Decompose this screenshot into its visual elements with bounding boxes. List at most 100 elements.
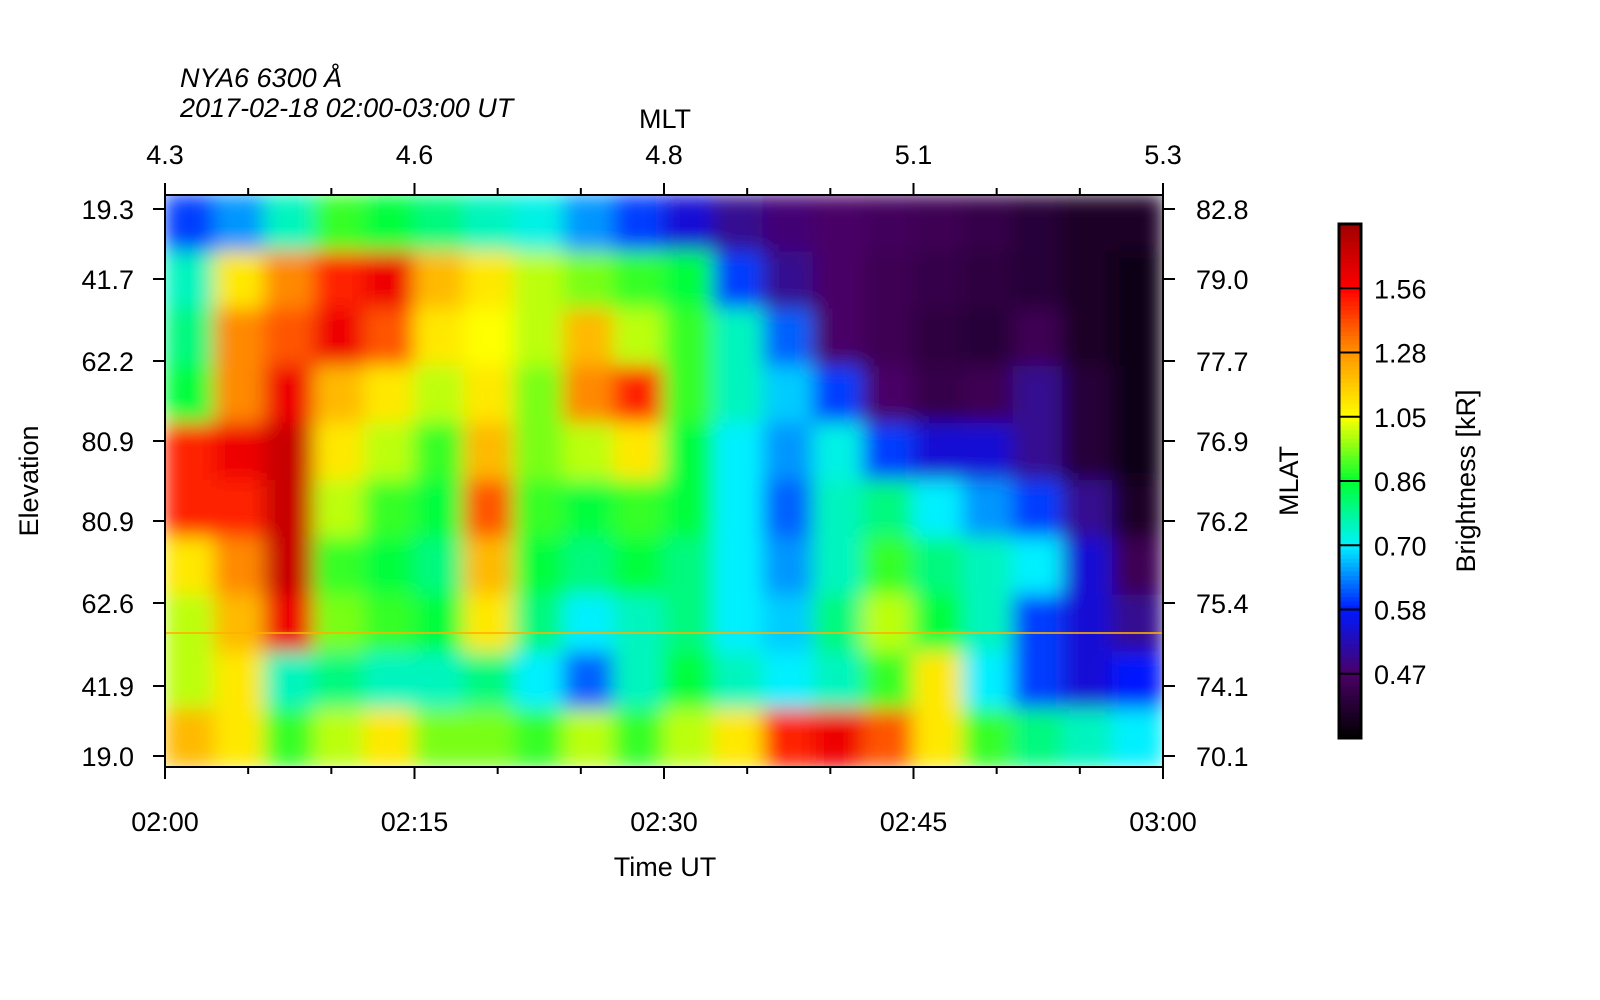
heatmap-cell <box>1062 195 1115 254</box>
heatmap-cell <box>165 251 216 311</box>
colorbar <box>1337 222 1363 740</box>
heatmap-cell <box>962 708 1015 767</box>
heatmap-cell <box>165 594 216 654</box>
heatmap-cell <box>613 708 665 767</box>
heatmap-cell <box>1062 651 1115 711</box>
heatmap-cell <box>513 422 566 482</box>
heatmap-cell <box>962 365 1015 425</box>
heatmap-cell <box>413 251 466 311</box>
heatmap-cell <box>1112 480 1163 540</box>
heatmap-cell <box>263 422 316 482</box>
heatmap-cell <box>912 195 965 254</box>
colorbar-swatch <box>1339 459 1361 465</box>
heatmap-cell <box>313 422 366 482</box>
colorbar-swatch <box>1339 331 1361 336</box>
heatmap-cell <box>263 308 316 368</box>
x-tick-label: 02:45 <box>880 807 948 837</box>
heatmap-cell <box>1012 708 1065 767</box>
colorbar-swatch <box>1339 288 1361 294</box>
colorbar-swatch <box>1339 335 1361 341</box>
colorbar-swatch <box>1339 626 1361 632</box>
heatmap-cell <box>1062 594 1115 654</box>
colorbar-swatch <box>1339 425 1361 431</box>
colorbar-swatch <box>1339 378 1361 384</box>
colorbar-swatch <box>1339 472 1361 478</box>
colorbar-tick-label: 0.86 <box>1374 467 1427 497</box>
colorbar-swatch <box>1339 600 1361 606</box>
colorbar-swatch <box>1339 236 1361 242</box>
heatmap-cell <box>812 594 865 654</box>
colorbar-swatch <box>1339 318 1361 324</box>
heatmap-cell <box>363 365 416 425</box>
colorbar-swatch <box>1339 549 1361 555</box>
colorbar-swatch <box>1339 408 1361 414</box>
top-tick-label: 5.1 <box>895 140 933 170</box>
heatmap-cell <box>165 708 216 767</box>
heatmap-cell <box>213 594 266 654</box>
heatmap-cell <box>513 537 566 597</box>
heatmap-cell <box>463 422 516 482</box>
heatmap-cell <box>363 708 416 767</box>
heatmap-cell <box>962 537 1015 597</box>
colorbar-swatch <box>1339 510 1361 516</box>
y-tick-label: 19.3 <box>81 195 134 225</box>
heatmap-cell <box>513 365 566 425</box>
heatmap-cell <box>1062 708 1115 767</box>
colorbar-swatch <box>1339 553 1361 559</box>
colorbar-swatch <box>1339 224 1361 229</box>
heatmap-cell <box>513 708 566 767</box>
colorbar-tick-label: 1.56 <box>1374 274 1427 304</box>
chart-title: NYA6 6300 Å <box>180 62 342 93</box>
right-axis-label: MLAT <box>1274 446 1304 516</box>
colorbar-swatch <box>1339 575 1361 581</box>
colorbar-swatch <box>1339 343 1361 349</box>
heatmap-cell <box>263 537 316 597</box>
y-tick-label: 41.9 <box>81 672 134 702</box>
x-axis-label: Time UT <box>614 852 717 882</box>
heatmap-cell <box>1112 594 1163 654</box>
colorbar-swatch <box>1339 296 1361 302</box>
heatmap-cell <box>712 195 765 254</box>
colorbar-swatch <box>1339 493 1361 499</box>
heatmap-cell <box>1112 195 1163 254</box>
heatmap-cell <box>762 651 815 711</box>
colorbar-swatch <box>1339 481 1361 486</box>
colorbar-swatch <box>1339 309 1361 315</box>
colorbar-swatch <box>1339 403 1361 409</box>
heatmap-cell <box>165 651 216 711</box>
heatmap-cell <box>513 251 566 311</box>
colorbar-swatch <box>1339 292 1361 298</box>
colorbar-swatch <box>1339 386 1361 392</box>
colorbar-swatch <box>1339 442 1361 448</box>
colorbar-swatch <box>1339 421 1361 426</box>
colorbar-swatch <box>1339 622 1361 628</box>
heatmap-cell <box>962 195 1015 254</box>
heatmap-cell <box>313 594 366 654</box>
heatmap-cell <box>912 480 965 540</box>
heatmap-cell <box>712 708 765 767</box>
axis-ticks <box>153 183 1175 779</box>
heatmap-cell <box>862 251 915 311</box>
heatmap-cell <box>313 308 366 368</box>
colorbar-swatch <box>1339 279 1361 285</box>
heatmap-cell <box>712 651 765 711</box>
heatmap-cell <box>1062 308 1115 368</box>
heatmap-cell <box>962 308 1015 368</box>
heatmap-cell <box>1062 365 1115 425</box>
heatmap-cell <box>712 422 765 482</box>
colorbar-swatch <box>1339 433 1361 439</box>
heatmap-cell <box>363 422 416 482</box>
heatmap-cell <box>413 422 466 482</box>
colorbar-swatch <box>1339 643 1361 649</box>
heatmap-cell <box>213 537 266 597</box>
colorbar-swatch <box>1339 232 1361 238</box>
heatmap-cell <box>463 480 516 540</box>
colorbar-swatch <box>1339 245 1361 251</box>
heatmap-cell <box>1062 480 1115 540</box>
heatmap-cell <box>263 708 316 767</box>
heatmap-cell <box>563 708 616 767</box>
colorbar-swatch <box>1339 712 1361 718</box>
colorbar-swatch <box>1339 523 1361 529</box>
heatmap-cell <box>263 251 316 311</box>
heatmap-cell <box>613 365 665 425</box>
